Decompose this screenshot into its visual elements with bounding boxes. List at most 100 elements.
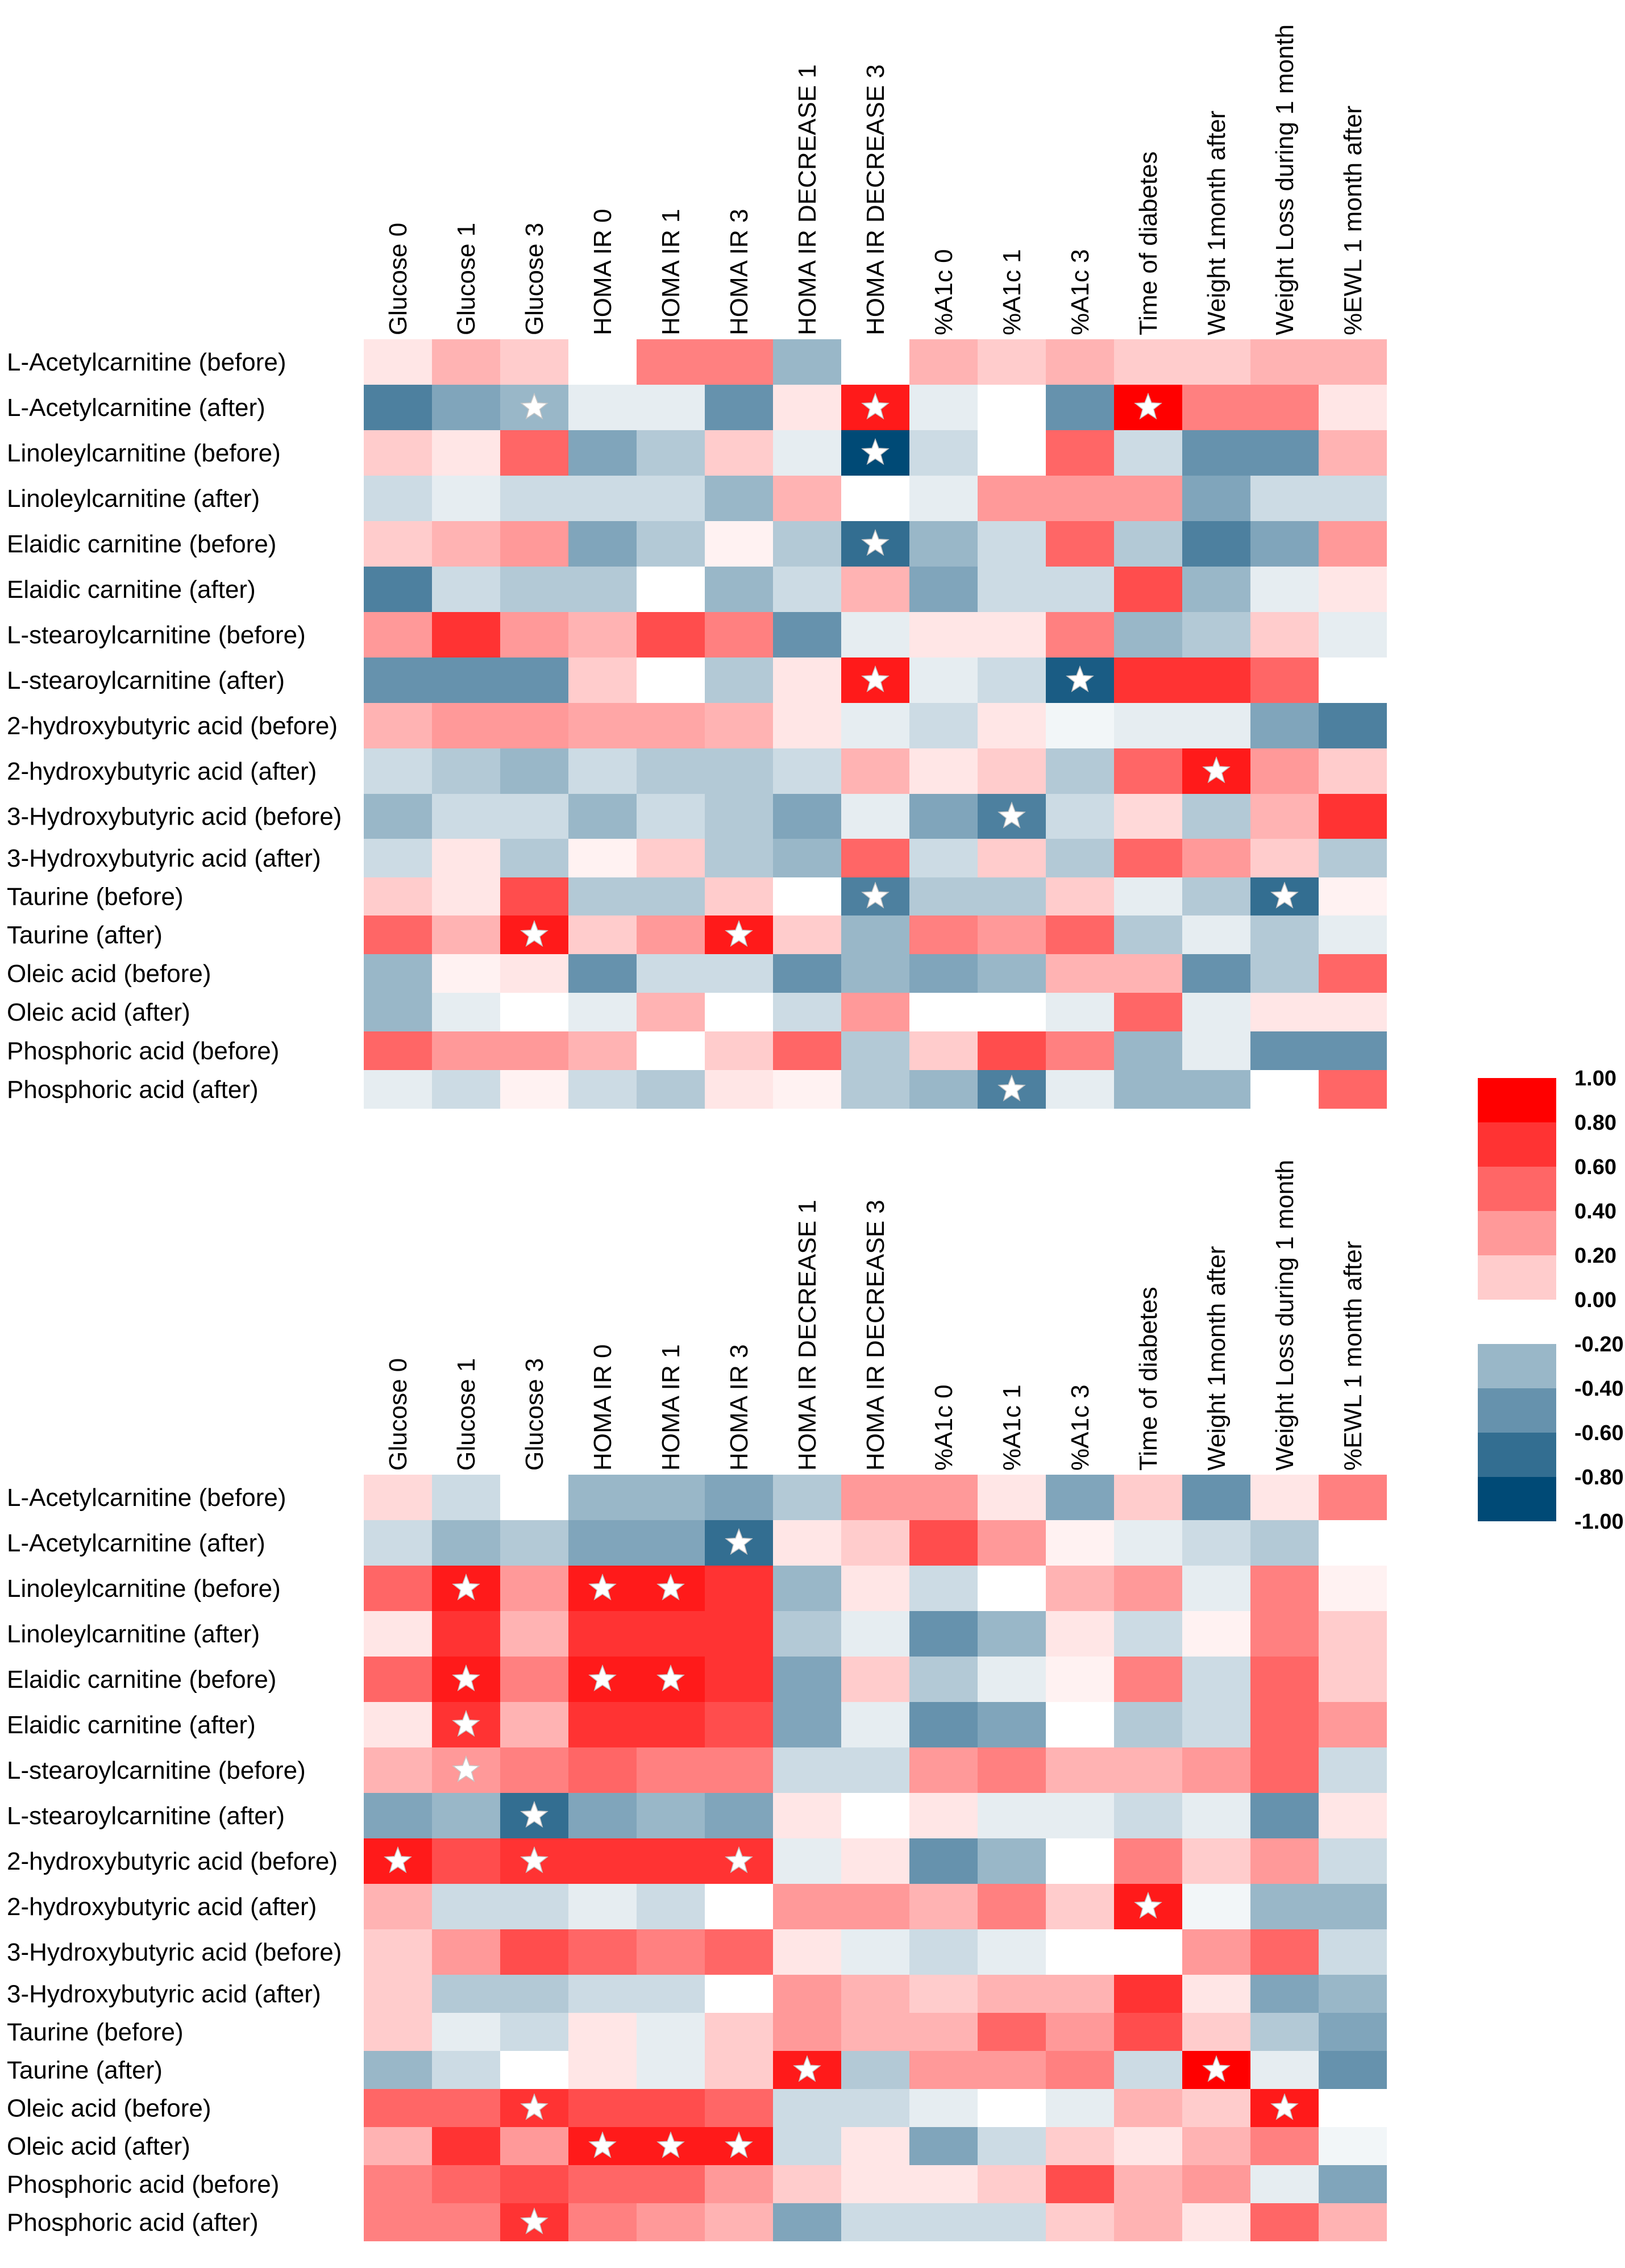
legend-label: -0.40 bbox=[1574, 1377, 1624, 1401]
heatmap-cell-top-r2-c2 bbox=[500, 430, 568, 476]
heatmap-cell-top-r13-c9 bbox=[978, 915, 1046, 954]
heatmap-cell-bottom-r10-c14 bbox=[1319, 1929, 1387, 1975]
heatmap-cell-top-r4-c9 bbox=[978, 521, 1046, 567]
row-label-3-hydroxybutyric-acid-after: 3-Hydroxybutyric acid (after) bbox=[7, 844, 321, 872]
heatmap-cell-bottom-r16-c5 bbox=[705, 2165, 773, 2203]
heatmap-cell-top-r0-c13 bbox=[1250, 339, 1319, 385]
row-label-oleic-acid-after: Oleic acid (after) bbox=[7, 998, 190, 1026]
heatmap-cell-top-r1-c9 bbox=[978, 385, 1046, 430]
heatmap-cell-top-r8-c7 bbox=[841, 703, 909, 748]
row-label-taurine-after: Taurine (after) bbox=[7, 921, 163, 949]
heatmap-cell-top-r9-c14 bbox=[1319, 748, 1387, 794]
column-label-homa-ir-decrease-1: HOMA IR DECREASE 1 bbox=[793, 64, 821, 335]
heatmap-cell-bottom-r7-c0 bbox=[364, 1793, 432, 1838]
heatmap-cell-bottom-r14-c4 bbox=[637, 2089, 705, 2127]
heatmap-cell-bottom-r4-c9 bbox=[978, 1657, 1046, 1702]
heatmap-cell-bottom-r16-c13 bbox=[1250, 2165, 1319, 2203]
heatmap-cell-top-r16-c11 bbox=[1114, 1031, 1182, 1070]
heatmap-cell-bottom-r0-c2 bbox=[500, 1475, 568, 1520]
heatmap-cell-top-r17-c14 bbox=[1319, 1070, 1387, 1109]
heatmap-cell-bottom-r17-c10 bbox=[1046, 2203, 1114, 2241]
heatmap-cell-top-r8-c2 bbox=[500, 703, 568, 748]
heatmap-cell-bottom-r1-c6 bbox=[773, 1520, 841, 1566]
heatmap-cell-top-r3-c5 bbox=[705, 476, 773, 521]
heatmap-cell-bottom-r13-c13 bbox=[1250, 2051, 1319, 2089]
heatmap-cell-top-r8-c9 bbox=[978, 703, 1046, 748]
heatmap-cell-top-r9-c8 bbox=[909, 748, 978, 794]
heatmap-cell-top-r3-c9 bbox=[978, 476, 1046, 521]
heatmap-cell-top-r2-c6 bbox=[773, 430, 841, 476]
row-label-taurine-before: Taurine (before) bbox=[7, 2019, 184, 2046]
heatmap-cell-bottom-r6-c6 bbox=[773, 1747, 841, 1793]
heatmap-cell-bottom-r7-c10 bbox=[1046, 1793, 1114, 1838]
heatmap-cell-top-r2-c13 bbox=[1250, 430, 1319, 476]
heatmap-cell-bottom-r7-c12 bbox=[1182, 1793, 1250, 1838]
heatmap-cell-top-r14-c13 bbox=[1250, 954, 1319, 993]
heatmap-cell-top-r11-c0 bbox=[364, 839, 432, 877]
heatmap-cell-top-r4-c8 bbox=[909, 521, 978, 567]
heatmap-cell-top-r4-c1 bbox=[432, 521, 500, 567]
heatmap-cell-bottom-r11-c3 bbox=[568, 1975, 637, 2013]
heatmap-cell-bottom-r17-c14 bbox=[1319, 2203, 1387, 2241]
heatmap-cell-bottom-r9-c10 bbox=[1046, 1884, 1114, 1929]
heatmap-cell-top-r15-c5 bbox=[705, 993, 773, 1031]
heatmap-cell-bottom-r8-c1 bbox=[432, 1838, 500, 1884]
heatmap-cell-bottom-r17-c4 bbox=[637, 2203, 705, 2241]
heatmap-cell-top-r4-c2 bbox=[500, 521, 568, 567]
heatmap-cell-top-r6-c9 bbox=[978, 612, 1046, 657]
significance-star-icon bbox=[1202, 2055, 1231, 2082]
heatmap-cell-top-r7-c0 bbox=[364, 657, 432, 703]
heatmap-cell-top-r10-c4 bbox=[637, 794, 705, 839]
legend-swatch-0-80 bbox=[1478, 1122, 1556, 1167]
heatmap-cell-bottom-r9-c5 bbox=[705, 1884, 773, 1929]
heatmap-cell-bottom-r14-c14 bbox=[1319, 2089, 1387, 2127]
heatmap-cell-bottom-r3-c5 bbox=[705, 1611, 773, 1657]
heatmap-cell-top-r12-c10 bbox=[1046, 877, 1114, 915]
heatmap-cell-bottom-r15-c1 bbox=[432, 2127, 500, 2165]
heatmap-cell-top-r11-c8 bbox=[909, 839, 978, 877]
heatmap-cell-top-r10-c3 bbox=[568, 794, 637, 839]
heatmap-cell-bottom-r2-c11 bbox=[1114, 1566, 1182, 1611]
heatmap-cell-top-r1-c12 bbox=[1182, 385, 1250, 430]
heatmap-cell-top-r12-c6 bbox=[773, 877, 841, 915]
significance-star-icon bbox=[861, 665, 890, 693]
heatmap-cell-bottom-r8-c11 bbox=[1114, 1838, 1182, 1884]
heatmap-cell-top-r6-c11 bbox=[1114, 612, 1182, 657]
row-label-2-hydroxybutyric-acid-before: 2-hydroxybutyric acid (before) bbox=[7, 712, 338, 740]
significance-star-icon bbox=[1270, 881, 1299, 909]
row-label-3-hydroxybutyric-acid-before: 3-Hydroxybutyric acid (before) bbox=[7, 803, 342, 831]
heatmap-cell-top-r6-c2 bbox=[500, 612, 568, 657]
heatmap-cell-bottom-r7-c9 bbox=[978, 1793, 1046, 1838]
heatmap-cell-bottom-r10-c6 bbox=[773, 1929, 841, 1975]
heatmap-cell-top-r5-c9 bbox=[978, 567, 1046, 612]
heatmap-cell-bottom-r5-c3 bbox=[568, 1702, 637, 1747]
column-label-homa-ir-0: HOMA IR 0 bbox=[589, 209, 617, 336]
row-label-l-stearoylcarnitine-before: L-stearoylcarnitine (before) bbox=[7, 621, 306, 649]
heatmap-cell-top-r16-c14 bbox=[1319, 1031, 1387, 1070]
heatmap-cell-bottom-r0-c3 bbox=[568, 1475, 637, 1520]
heatmap-cell-bottom-r0-c0 bbox=[364, 1475, 432, 1520]
legend-swatch-0-80 bbox=[1478, 1477, 1556, 1521]
significance-star-icon bbox=[861, 392, 890, 420]
heatmap-cell-bottom-r0-c8 bbox=[909, 1475, 978, 1520]
heatmap-cell-top-r4-c14 bbox=[1319, 521, 1387, 567]
heatmap-cell-bottom-r15-c9 bbox=[978, 2127, 1046, 2165]
column-label-homa-ir-1: HOMA IR 1 bbox=[657, 1345, 685, 1471]
heatmap-cell-top-r2-c0 bbox=[364, 430, 432, 476]
heatmap-cell-bottom-r13-c0 bbox=[364, 2051, 432, 2089]
significance-star-icon bbox=[1202, 756, 1231, 784]
significance-star-icon bbox=[861, 881, 890, 909]
heatmap-cell-top-r13-c10 bbox=[1046, 915, 1114, 954]
heatmap-cell-top-r6-c13 bbox=[1250, 612, 1319, 657]
heatmap-cell-bottom-r13-c8 bbox=[909, 2051, 978, 2089]
heatmap-cell-top-r15-c4 bbox=[637, 993, 705, 1031]
row-label-elaidic-carnitine-after: Elaidic carnitine (after) bbox=[7, 1711, 256, 1739]
heatmap-cell-bottom-r14-c11 bbox=[1114, 2089, 1182, 2127]
heatmap-cell-top-r15-c2 bbox=[500, 993, 568, 1031]
heatmap-cell-bottom-r3-c6 bbox=[773, 1611, 841, 1657]
heatmap-cell-top-r2-c1 bbox=[432, 430, 500, 476]
significance-star-icon bbox=[793, 2055, 821, 2082]
heatmap-cell-bottom-r8-c9 bbox=[978, 1838, 1046, 1884]
heatmap-cell-bottom-r12-c7 bbox=[841, 2013, 909, 2051]
heatmap-cell-bottom-r7-c13 bbox=[1250, 1793, 1319, 1838]
